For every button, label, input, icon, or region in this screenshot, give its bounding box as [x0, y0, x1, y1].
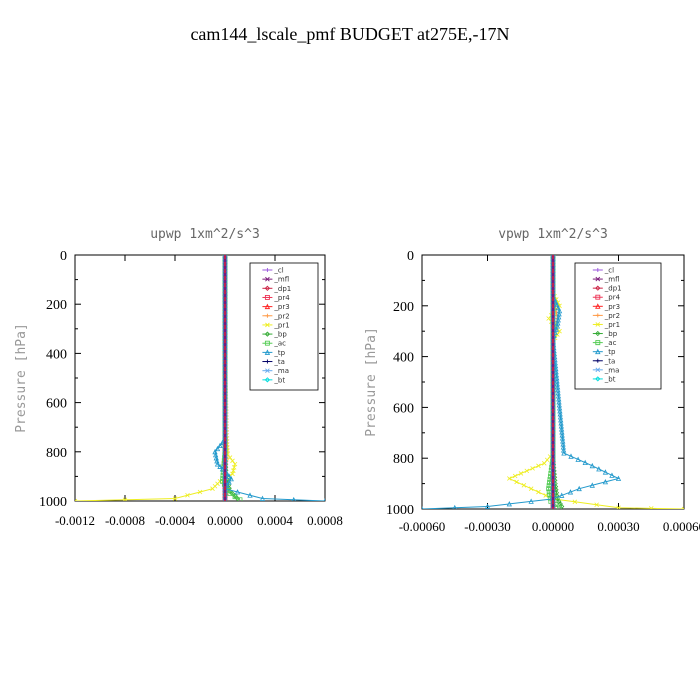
chart-panel-2: vpwp 1xm^2/s^3 Pressure [hPa] 0 200 400 600 80…: [364, 227, 700, 534]
legend-label: _pr2: [604, 312, 620, 320]
x-tick-label: -0.0012: [55, 513, 95, 528]
legend: _cl_mfl_dp1_pr4_pr3_pr2_pr1_bp_ac_tp_ta_…: [249, 262, 319, 391]
legend-label: _bp: [604, 330, 618, 338]
y-tick-label: 800: [393, 452, 414, 467]
y-tick-label: 400: [393, 351, 414, 366]
y-tick-label: 800: [46, 446, 67, 461]
legend-marker: [264, 349, 271, 355]
legend-label: _cl: [273, 267, 283, 275]
legend-box: [574, 262, 662, 390]
y-tick-label: 200: [46, 298, 67, 313]
y-tick-label: 600: [46, 397, 67, 412]
legend-marker: [265, 368, 270, 374]
legend-marker: [595, 294, 601, 300]
legend-label: _bp: [273, 331, 287, 339]
legend-label: _pr2: [273, 312, 289, 320]
legend-marker: [264, 331, 271, 337]
legend-box: [249, 262, 319, 391]
chart-panel-1: upwp 1xm^2/s^3 Pressure [hPa] 0 200 400 600 80…: [14, 227, 343, 528]
y-tick-label: 1000: [386, 503, 414, 518]
y-tick-label: 0: [60, 249, 67, 264]
series-markers-pr1: [75, 255, 238, 501]
legend-label: _ta: [604, 357, 616, 365]
y-tick-label: 0: [407, 249, 414, 264]
legend-marker: [595, 358, 600, 363]
legend-label: _ta: [273, 358, 285, 366]
legend-marker: [595, 367, 601, 373]
legend-label: _dp1: [604, 285, 622, 293]
y-axis-label: Pressure [hPa]: [364, 327, 379, 437]
x-tick-label: 0.00030: [597, 519, 639, 534]
legend-marker: [264, 295, 270, 300]
x-tick-label: 0.00000: [532, 519, 574, 534]
x-tick-label: -0.0008: [105, 513, 145, 528]
legend-marker: [595, 322, 601, 327]
y-tick-label: 400: [46, 347, 67, 362]
x-tick-label: 0.0004: [257, 513, 293, 528]
legend-marker: [265, 313, 270, 318]
legend-label: _ma: [604, 366, 620, 374]
legend-marker: [595, 313, 600, 318]
legend-label: _ac: [273, 340, 286, 348]
series-group: [75, 255, 325, 501]
x-tick-label: -0.0004: [155, 513, 196, 528]
x-tick-label: 0.00060: [663, 519, 700, 534]
legend-marker: [595, 348, 601, 355]
series-line-pr1: [75, 255, 236, 501]
panel-title: vpwp 1xm^2/s^3: [498, 227, 608, 242]
legend-marker: [264, 377, 271, 383]
legend-label: _tp: [273, 349, 285, 357]
legend-marker: [265, 359, 270, 364]
legend-label: _pr3: [604, 303, 620, 311]
legend-label: _bt: [273, 376, 285, 384]
legend-label: _dp1: [273, 285, 291, 293]
legend-marker: [595, 376, 601, 382]
legend-marker: [265, 322, 270, 328]
legend-marker: [264, 340, 270, 346]
legend-marker: [265, 268, 270, 272]
legend-label: _bt: [604, 375, 616, 383]
legend-marker: [595, 330, 601, 337]
legend-label: _tp: [604, 348, 616, 356]
legend-label: _pr4: [604, 294, 621, 302]
legend-label: _pr1: [273, 321, 289, 329]
y-axis-label: Pressure [hPa]: [14, 323, 29, 433]
legend-label: _cl: [604, 267, 614, 275]
y-tick-label: 200: [393, 300, 414, 315]
legend-marker: [595, 276, 601, 282]
y-tick-label: 600: [393, 401, 414, 416]
x-tick-label: -0.00060: [399, 519, 446, 534]
legend-marker: [595, 340, 601, 346]
legend-label: _mfl: [604, 276, 620, 284]
legend-marker: [265, 276, 270, 282]
panel-title: upwp 1xm^2/s^3: [150, 227, 260, 242]
legend-label: _ma: [273, 367, 289, 375]
x-tick-label: 0.0000: [207, 513, 243, 528]
legend-label: _pr4: [273, 294, 290, 302]
x-tick-label: -0.00030: [464, 519, 511, 534]
figure-title: cam144_lscale_pmf BUDGET at275E,-17N: [190, 24, 509, 44]
chart-panels: upwp 1xm^2/s^3 Pressure [hPa] 0 200 400 600 80…: [14, 227, 700, 534]
legend-marker: [595, 268, 600, 272]
series-group: [422, 255, 684, 509]
y-tick-label: 1000: [39, 495, 67, 510]
legend-label: _mfl: [273, 276, 289, 284]
legend-marker: [264, 285, 271, 291]
legend-label: _pr3: [273, 303, 289, 311]
legend-marker: [264, 303, 271, 310]
x-tick-label: 0.0008: [307, 513, 343, 528]
legend-label: _ac: [604, 339, 617, 347]
legend-label: _pr1: [604, 321, 620, 329]
legend-marker: [595, 303, 601, 309]
legend-marker: [595, 285, 601, 291]
legend: _cl_mfl_dp1_pr4_pr3_pr2_pr1_bp_ac_tp_ta_…: [574, 262, 662, 390]
